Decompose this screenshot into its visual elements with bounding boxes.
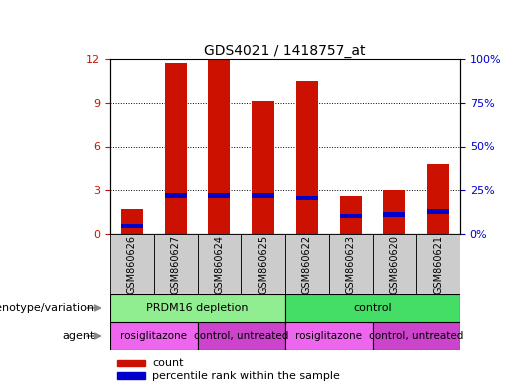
Bar	[197, 234, 241, 294]
Text: GSM860621: GSM860621	[433, 235, 443, 293]
Text: GSM860624: GSM860624	[214, 235, 225, 293]
Bar	[285, 322, 372, 350]
Text: GSM860626: GSM860626	[127, 235, 137, 293]
Bar	[110, 322, 197, 350]
Text: genotype/variation: genotype/variation	[0, 303, 95, 313]
Bar	[329, 234, 372, 294]
Text: rosiglitazone: rosiglitazone	[295, 331, 362, 341]
Bar	[110, 294, 285, 322]
Bar	[285, 234, 329, 294]
Bar	[117, 359, 145, 366]
Bar	[121, 224, 143, 228]
Title: GDS4021 / 1418757_at: GDS4021 / 1418757_at	[204, 44, 366, 58]
Text: control: control	[353, 303, 392, 313]
Bar	[117, 372, 145, 379]
Bar	[165, 63, 186, 234]
Text: GSM860627: GSM860627	[170, 235, 181, 293]
Bar	[340, 196, 362, 234]
Bar	[296, 81, 318, 234]
Bar	[252, 193, 274, 197]
Bar	[427, 209, 449, 214]
Bar	[209, 60, 230, 234]
Bar	[384, 212, 405, 217]
Bar	[252, 101, 274, 234]
Bar	[209, 193, 230, 197]
Text: GSM860625: GSM860625	[258, 235, 268, 293]
Bar	[296, 196, 318, 200]
Bar	[340, 214, 362, 218]
Text: rosiglitazone: rosiglitazone	[120, 331, 187, 341]
Text: agent: agent	[62, 331, 95, 341]
Bar	[416, 234, 460, 294]
Bar	[241, 234, 285, 294]
Text: GSM860622: GSM860622	[302, 235, 312, 293]
Text: GSM860620: GSM860620	[389, 235, 399, 293]
Text: control, untreated: control, untreated	[369, 331, 464, 341]
Bar	[372, 234, 416, 294]
Text: percentile rank within the sample: percentile rank within the sample	[152, 371, 340, 381]
Bar	[154, 234, 197, 294]
Bar	[384, 190, 405, 234]
Bar	[197, 322, 285, 350]
Text: PRDM16 depletion: PRDM16 depletion	[146, 303, 249, 313]
Bar	[110, 234, 154, 294]
Text: GSM860623: GSM860623	[346, 235, 356, 293]
Bar	[372, 322, 460, 350]
Bar	[427, 164, 449, 234]
Bar	[285, 294, 460, 322]
Text: control, untreated: control, untreated	[194, 331, 288, 341]
Text: count: count	[152, 358, 183, 368]
Bar	[165, 193, 186, 197]
Bar	[121, 209, 143, 234]
